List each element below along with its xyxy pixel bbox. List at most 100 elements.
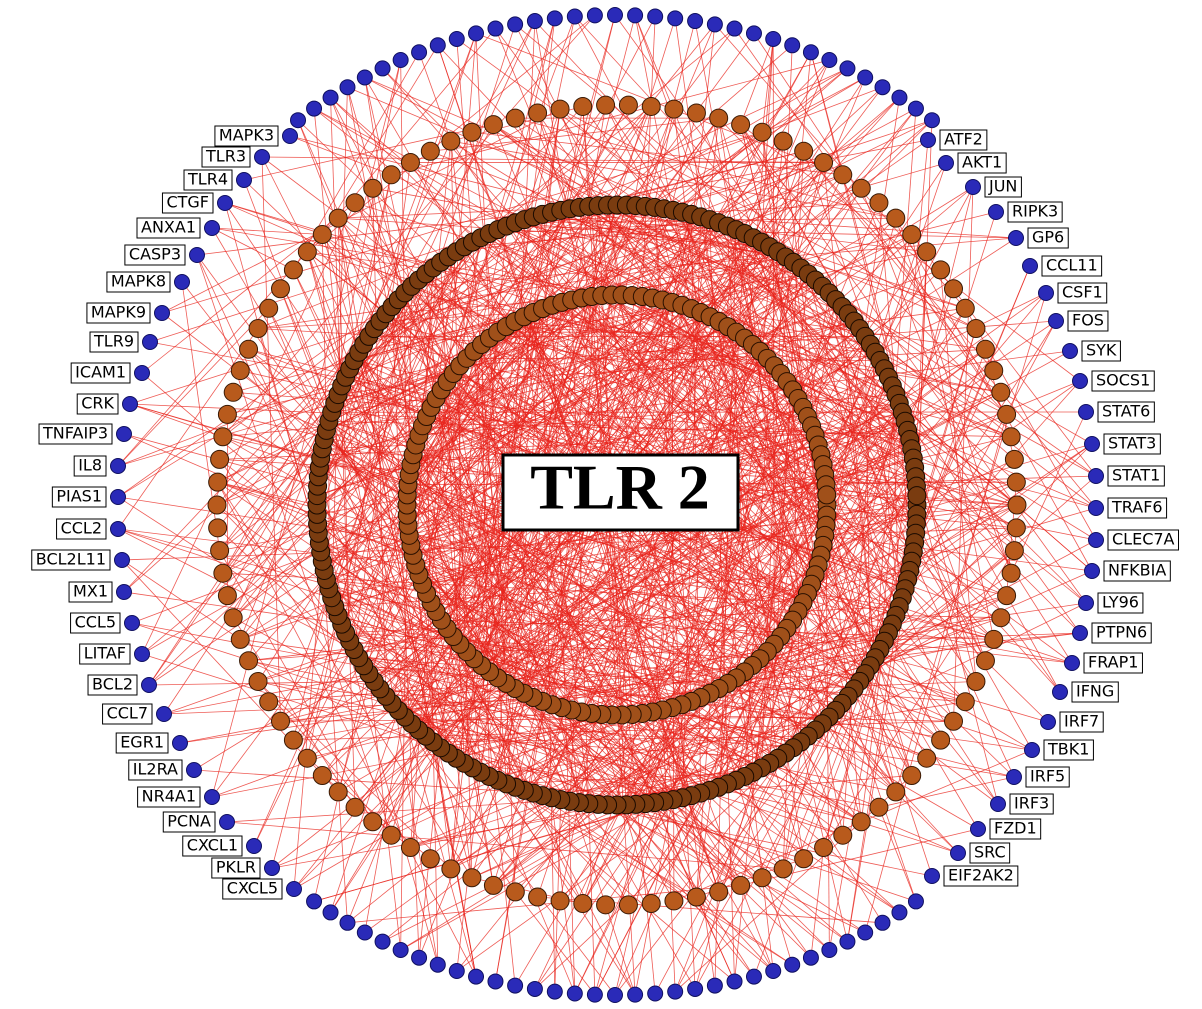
edge bbox=[117, 328, 259, 530]
label-box bbox=[989, 818, 1042, 840]
node bbox=[116, 426, 132, 442]
edge bbox=[761, 132, 808, 417]
edge bbox=[193, 769, 534, 794]
edge bbox=[345, 632, 801, 743]
node bbox=[217, 195, 233, 211]
edge bbox=[117, 229, 737, 467]
edge bbox=[161, 108, 561, 314]
edge bbox=[651, 306, 843, 713]
node bbox=[950, 845, 966, 861]
edge bbox=[740, 124, 1087, 604]
edge bbox=[607, 204, 1018, 506]
label-box bbox=[182, 835, 243, 857]
node bbox=[869, 797, 889, 817]
edge bbox=[870, 443, 1093, 667]
edge bbox=[864, 237, 1017, 337]
node-label: PIAS1 bbox=[56, 487, 102, 506]
node bbox=[374, 60, 391, 77]
edge bbox=[331, 350, 761, 413]
edge bbox=[437, 45, 995, 640]
node bbox=[306, 893, 323, 910]
node bbox=[627, 7, 644, 24]
node bbox=[731, 115, 751, 135]
node-label: RIPK3 bbox=[1012, 202, 1058, 221]
node bbox=[920, 132, 936, 148]
edge bbox=[551, 211, 836, 301]
edge bbox=[581, 711, 674, 800]
edge bbox=[792, 389, 802, 743]
node bbox=[1062, 343, 1078, 359]
node-label: ATF2 bbox=[944, 130, 983, 149]
edge bbox=[217, 481, 977, 682]
label-box bbox=[201, 146, 251, 168]
edge bbox=[328, 186, 974, 590]
node bbox=[322, 904, 339, 921]
node bbox=[647, 8, 664, 25]
node bbox=[483, 875, 503, 895]
node-label: FZD1 bbox=[994, 819, 1037, 838]
edge bbox=[418, 350, 1071, 436]
edge bbox=[328, 420, 1073, 664]
edge bbox=[400, 515, 408, 950]
node bbox=[1008, 230, 1024, 246]
label-box bbox=[939, 129, 988, 151]
edge bbox=[364, 77, 720, 689]
node bbox=[664, 891, 684, 911]
edge bbox=[514, 704, 683, 986]
edge bbox=[123, 403, 336, 593]
node bbox=[970, 821, 986, 837]
edge bbox=[196, 254, 318, 515]
edge bbox=[752, 59, 830, 238]
edge bbox=[117, 496, 804, 603]
node bbox=[944, 711, 964, 731]
edge bbox=[345, 211, 552, 378]
node bbox=[236, 172, 252, 188]
node bbox=[411, 949, 428, 966]
node bbox=[1001, 427, 1021, 447]
node bbox=[264, 860, 280, 876]
node-label: IFNG bbox=[1076, 682, 1114, 701]
node bbox=[487, 973, 504, 990]
node bbox=[259, 692, 279, 712]
label-box bbox=[1107, 529, 1179, 551]
node bbox=[462, 868, 482, 888]
edge bbox=[825, 476, 916, 526]
edge bbox=[337, 365, 461, 792]
node bbox=[507, 16, 524, 33]
edge bbox=[582, 186, 974, 904]
edge bbox=[614, 525, 827, 996]
edge bbox=[727, 377, 889, 684]
edge bbox=[211, 227, 323, 235]
label-box bbox=[1067, 310, 1109, 332]
node bbox=[381, 165, 401, 185]
edge bbox=[222, 20, 536, 574]
node-label: STAT3 bbox=[1108, 434, 1156, 453]
edge bbox=[597, 804, 866, 933]
node bbox=[966, 671, 986, 691]
edge bbox=[700, 697, 830, 718]
node bbox=[448, 963, 465, 980]
node bbox=[1072, 373, 1088, 389]
node bbox=[141, 677, 157, 693]
node bbox=[110, 489, 126, 505]
node bbox=[505, 882, 525, 902]
edge bbox=[691, 214, 1087, 604]
node bbox=[312, 765, 332, 785]
node bbox=[400, 152, 420, 172]
node bbox=[526, 980, 543, 997]
edge bbox=[324, 570, 427, 594]
edge bbox=[909, 350, 1071, 440]
node bbox=[468, 968, 485, 985]
edge bbox=[317, 321, 381, 524]
node bbox=[356, 924, 373, 941]
edge bbox=[841, 306, 876, 658]
node bbox=[174, 274, 190, 290]
node bbox=[641, 894, 661, 914]
edge bbox=[847, 606, 900, 942]
edge bbox=[899, 403, 1093, 572]
edge bbox=[337, 615, 627, 806]
node bbox=[429, 956, 446, 973]
edge bbox=[271, 683, 507, 869]
edge bbox=[328, 588, 849, 697]
edge bbox=[607, 44, 793, 206]
